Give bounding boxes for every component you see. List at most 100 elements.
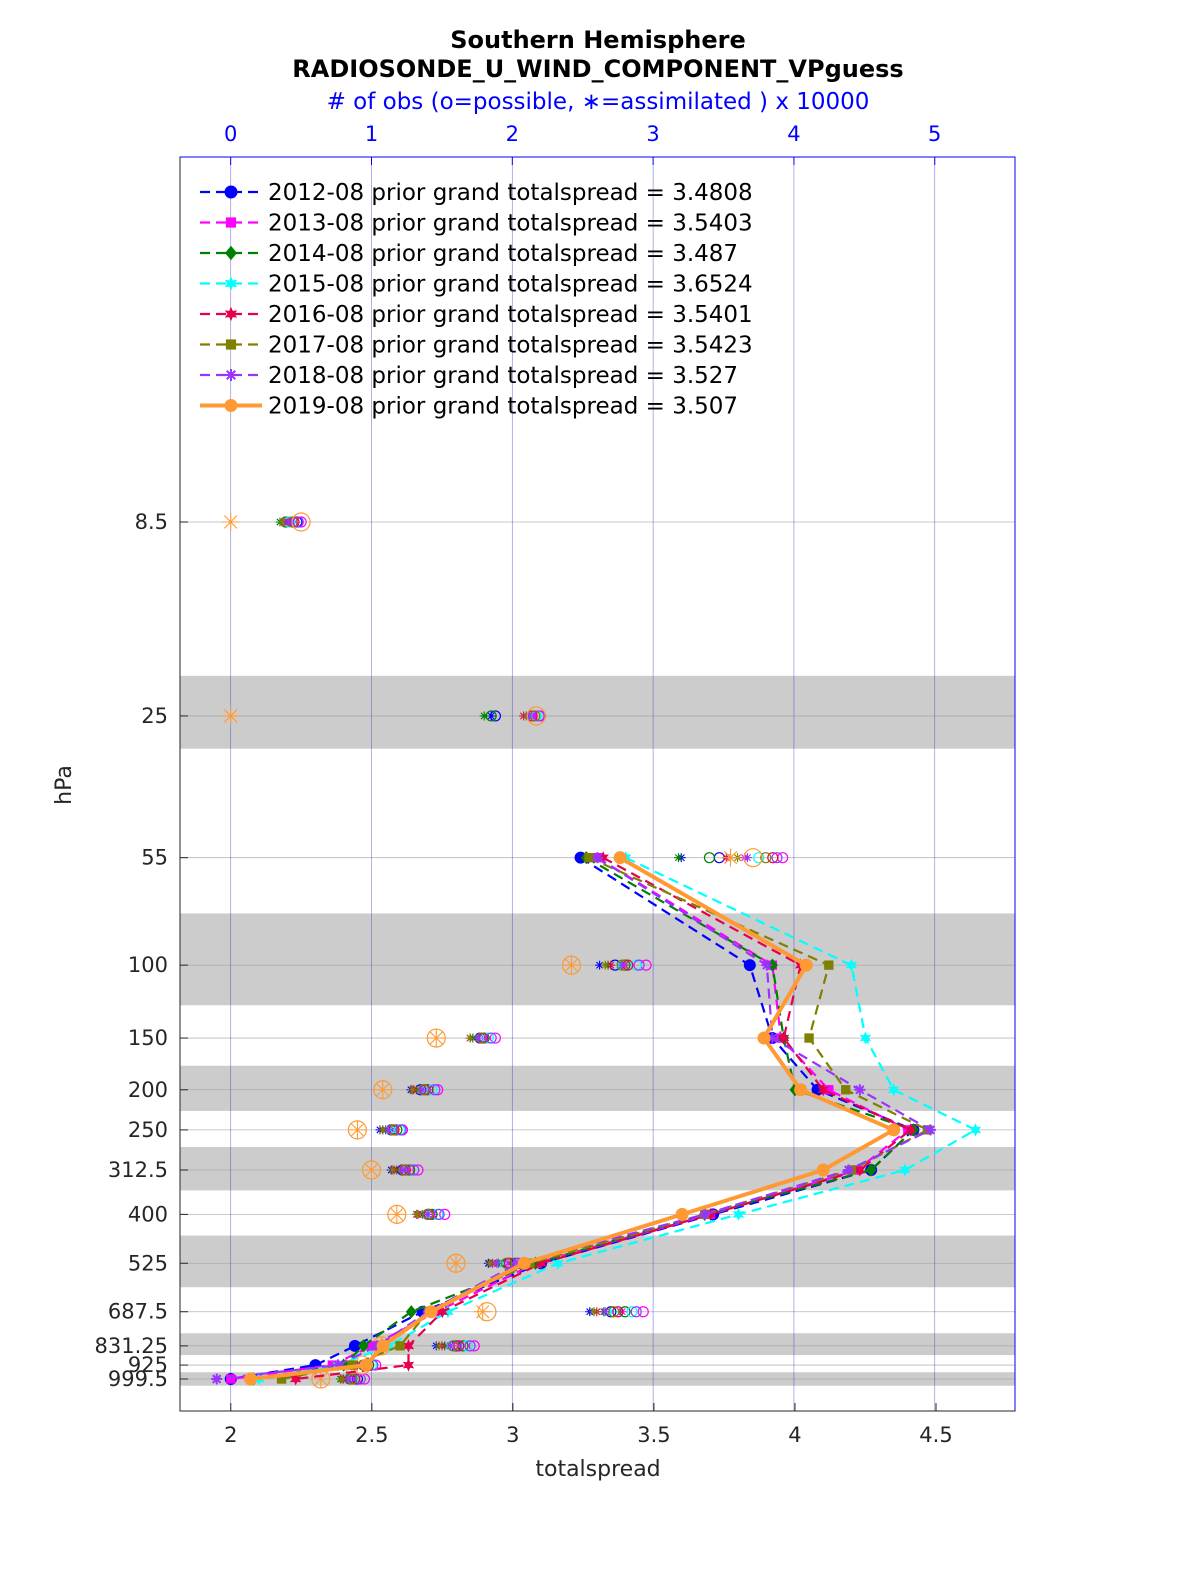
obs-assimilated-marker (423, 1209, 433, 1219)
obs-assimilated-marker (397, 1165, 407, 1175)
obs-possible-marker (464, 1340, 476, 1352)
legend-swatch-marker (225, 245, 237, 261)
y-tick-label: 525 (128, 1251, 168, 1275)
x-tick-label: 4 (788, 1423, 801, 1447)
y-tick-label: 999.5 (108, 1367, 168, 1391)
top-tick-label: 3 (646, 122, 659, 146)
y-tick-label: 25 (141, 704, 168, 728)
legend-entry: 2019-08 prior grand totalspread = 3.507 (200, 394, 738, 420)
obs-possible-marker (753, 852, 765, 864)
legend: 2012-08 prior grand totalspread = 3.4808… (200, 180, 753, 420)
obs-assimilated-marker (474, 1033, 484, 1043)
series-point (211, 1373, 223, 1385)
series-point (699, 1208, 711, 1220)
series-point (535, 1256, 547, 1270)
top-tick-label: 5 (928, 122, 941, 146)
shaded-band-4 (180, 1235, 1015, 1288)
series-point (841, 1085, 851, 1095)
series-point (436, 1305, 449, 1319)
obs-assimilated-marker (221, 513, 240, 531)
obs-possible-marker (501, 1257, 513, 1269)
y-tick-label: 8.5 (135, 510, 168, 534)
legend-swatch-marker (225, 217, 237, 228)
series-point (357, 1339, 369, 1353)
obs-assimilated-marker (417, 1085, 427, 1095)
obs-assimilated-marker (373, 1080, 392, 1099)
shaded-band-5 (180, 1333, 1015, 1356)
obs-assimilated-marker (589, 1307, 599, 1317)
series-point (757, 1031, 771, 1045)
series-point (402, 1358, 415, 1372)
top-tick-label: 0 (224, 122, 237, 146)
obs-possible-marker (630, 1306, 642, 1318)
y-tick-label: 400 (128, 1202, 168, 1226)
obs-possible-marker (439, 1208, 451, 1220)
y-tick-label: 100 (128, 953, 168, 977)
legend-entry: 2015-08 prior grand totalspread = 3.6524 (200, 272, 753, 298)
series-line-0 (230, 856, 915, 1381)
obs-assimilated-marker (221, 706, 240, 725)
series-point (244, 1372, 258, 1386)
chart-subtitle: RADIOSONDE_U_WIND_COMPONENT_VPguess (292, 55, 903, 83)
obs-possible-marker (743, 848, 763, 868)
obs-assimilated-marker (387, 1205, 406, 1224)
obs-count-markers (221, 512, 789, 1389)
series-lines (211, 851, 982, 1386)
series-point (761, 959, 773, 971)
top-tick-label: 1 (365, 122, 378, 146)
top-axis-label: # of obs (o=possible, ∗=assimilated ) x … (327, 89, 870, 115)
series-point (359, 1358, 373, 1372)
legend-entry: 2013-08 prior grand totalspread = 3.5403 (200, 211, 753, 237)
series-point (854, 1163, 866, 1177)
legend-label: 2017-08 prior grand totalspread = 3.5423 (268, 333, 753, 359)
obs-assimilated-marker (388, 1165, 398, 1175)
legend-label: 2014-08 prior grand totalspread = 3.487 (268, 241, 738, 267)
legend-swatch-marker (224, 185, 238, 199)
legend-label: 2015-08 prior grand totalspread = 3.6524 (268, 272, 753, 298)
legend-label: 2018-08 prior grand totalspread = 3.527 (268, 363, 738, 389)
obs-possible-marker (703, 852, 716, 864)
series-point (824, 1085, 834, 1095)
series-point (743, 959, 756, 972)
shaded-bands (180, 675, 1015, 1386)
obs-assimilated-marker (434, 1341, 444, 1351)
series-point (402, 1339, 415, 1353)
series-point (817, 1083, 829, 1097)
legend-label: 2012-08 prior grand totalspread = 3.4808 (268, 180, 753, 206)
obs-possible-marker (533, 710, 545, 722)
legend-swatch-marker (224, 276, 238, 291)
series-point (338, 1358, 350, 1372)
obs-possible-marker (482, 1032, 494, 1044)
obs-assimilated-marker (362, 1160, 381, 1179)
obs-possible-marker (433, 1208, 445, 1220)
obs-assimilated-marker (283, 517, 293, 527)
obs-assimilated-marker (337, 1374, 347, 1384)
series-point (405, 1305, 417, 1319)
obs-assimilated-marker (479, 711, 489, 721)
series-point (865, 1163, 877, 1177)
series-point (904, 1123, 917, 1137)
x-tick-label: 2.5 (355, 1423, 388, 1447)
series-point (924, 1124, 936, 1136)
y-axis-label: hPa (52, 765, 77, 805)
x-tick-label: 3.5 (637, 1423, 670, 1447)
obs-assimilated-marker (673, 853, 683, 863)
obs-possible-marker (771, 852, 783, 864)
series-point (442, 1305, 454, 1319)
obs-possible-marker (291, 512, 311, 532)
obs-assimilated-marker (348, 1120, 367, 1139)
obs-assimilated-marker (446, 1254, 465, 1273)
obs-assimilated-marker (524, 711, 534, 721)
series-point (824, 960, 834, 970)
series-point (367, 1341, 377, 1351)
obs-assimilated-marker (473, 1302, 492, 1321)
legend-swatch-marker (224, 306, 238, 322)
series-point (732, 1207, 745, 1221)
obs-possible-marker (760, 852, 772, 864)
obs-assimilated-marker (600, 1307, 610, 1317)
shaded-band-0 (180, 675, 1015, 749)
y-tick-label: 55 (141, 846, 168, 870)
series-point (816, 1163, 830, 1177)
y-tick-label: 687.5 (108, 1300, 168, 1324)
